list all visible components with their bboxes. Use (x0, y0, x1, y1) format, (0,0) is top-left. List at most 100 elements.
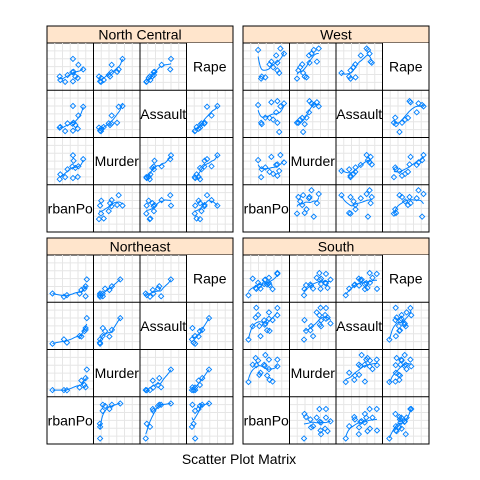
data-point (256, 322, 263, 330)
diagonal-cell (243, 396, 290, 444)
data-point (357, 362, 364, 370)
data-point (192, 202, 199, 209)
diagonal-cell (336, 302, 383, 350)
cell-northeast-r3-c1 (93, 396, 140, 444)
data-point (69, 127, 77, 134)
data-point (262, 74, 269, 81)
data-point (367, 58, 374, 65)
data-point (397, 317, 404, 324)
data-point (96, 340, 104, 347)
data-point (403, 365, 410, 373)
data-point (303, 206, 310, 213)
data-point (157, 293, 165, 300)
cell-grid (336, 137, 383, 185)
data-point (357, 161, 365, 169)
data-point (322, 405, 330, 413)
data-point (345, 369, 353, 377)
data-point (64, 166, 71, 173)
data-point (257, 119, 265, 127)
cell-south-r2-c0 (243, 349, 290, 397)
data-point (364, 213, 372, 220)
diagonal-label-rape: Rape (389, 59, 423, 75)
data-point (101, 285, 109, 292)
data-point (413, 161, 420, 169)
data-point (351, 413, 358, 421)
data-point (149, 377, 157, 384)
data-point (106, 121, 114, 129)
data-point (113, 68, 121, 76)
data-point (272, 52, 280, 59)
data-point (347, 210, 354, 217)
data-point (407, 304, 414, 312)
data-point (265, 356, 273, 363)
cell-south-r0-c1 (289, 255, 336, 303)
data-point (321, 279, 329, 287)
data-point (296, 64, 304, 71)
data-point (345, 209, 353, 217)
data-point (149, 286, 157, 294)
data-point (293, 75, 301, 82)
smoother-line (146, 199, 172, 211)
data-point (316, 269, 323, 277)
diagonal-cell (382, 43, 429, 91)
diagonal-label-murder: Murder (95, 153, 140, 169)
cell-south-r3-c1 (289, 396, 336, 444)
data-point (143, 202, 150, 209)
data-point (300, 292, 308, 299)
cell-grid (336, 349, 383, 397)
data-point (350, 64, 357, 71)
data-point (167, 66, 174, 73)
smoother-line (194, 199, 218, 212)
data-point (157, 384, 165, 391)
data-point (82, 283, 89, 290)
data-point (167, 55, 175, 63)
data-point (401, 321, 408, 328)
data-point (63, 291, 71, 299)
data-point (191, 340, 199, 347)
data-point (347, 67, 354, 74)
data-point (408, 363, 415, 370)
data-point (303, 74, 310, 81)
data-point (75, 112, 82, 119)
data-point (277, 45, 284, 52)
data-point (302, 413, 310, 421)
data-point (347, 193, 354, 201)
data-point (196, 215, 204, 223)
data-point (83, 276, 91, 283)
diagonal-cell (140, 90, 187, 138)
data-point (418, 156, 426, 164)
data-point (82, 293, 89, 300)
data-point (392, 209, 400, 217)
data-point (265, 315, 273, 322)
data-point (150, 166, 158, 173)
data-point (119, 102, 126, 110)
data-point (150, 207, 158, 215)
data-point (191, 173, 199, 181)
data-point (306, 193, 313, 201)
data-point (142, 386, 149, 394)
data-point (147, 215, 154, 222)
panel-border (242, 237, 430, 445)
data-point (396, 416, 404, 423)
data-point (272, 161, 280, 169)
data-point (402, 323, 409, 330)
data-point (307, 281, 314, 288)
data-point (366, 159, 373, 166)
diagonal-cell (243, 184, 290, 232)
data-point (392, 332, 400, 340)
data-point (316, 418, 324, 426)
cell-west-r3-c0: rbanPo (243, 184, 290, 232)
data-point (78, 333, 85, 340)
data-point (317, 304, 324, 312)
data-point (338, 191, 345, 199)
data-point (345, 285, 353, 292)
data-point (106, 286, 113, 294)
cell-south-r3-c0: rbanPo (243, 396, 290, 444)
data-point (265, 309, 273, 316)
diagonal-cell (140, 302, 187, 350)
data-point (198, 401, 206, 408)
data-point (57, 171, 64, 178)
data-point (351, 281, 359, 288)
data-point (196, 124, 204, 131)
diagonal-cell (186, 43, 233, 91)
